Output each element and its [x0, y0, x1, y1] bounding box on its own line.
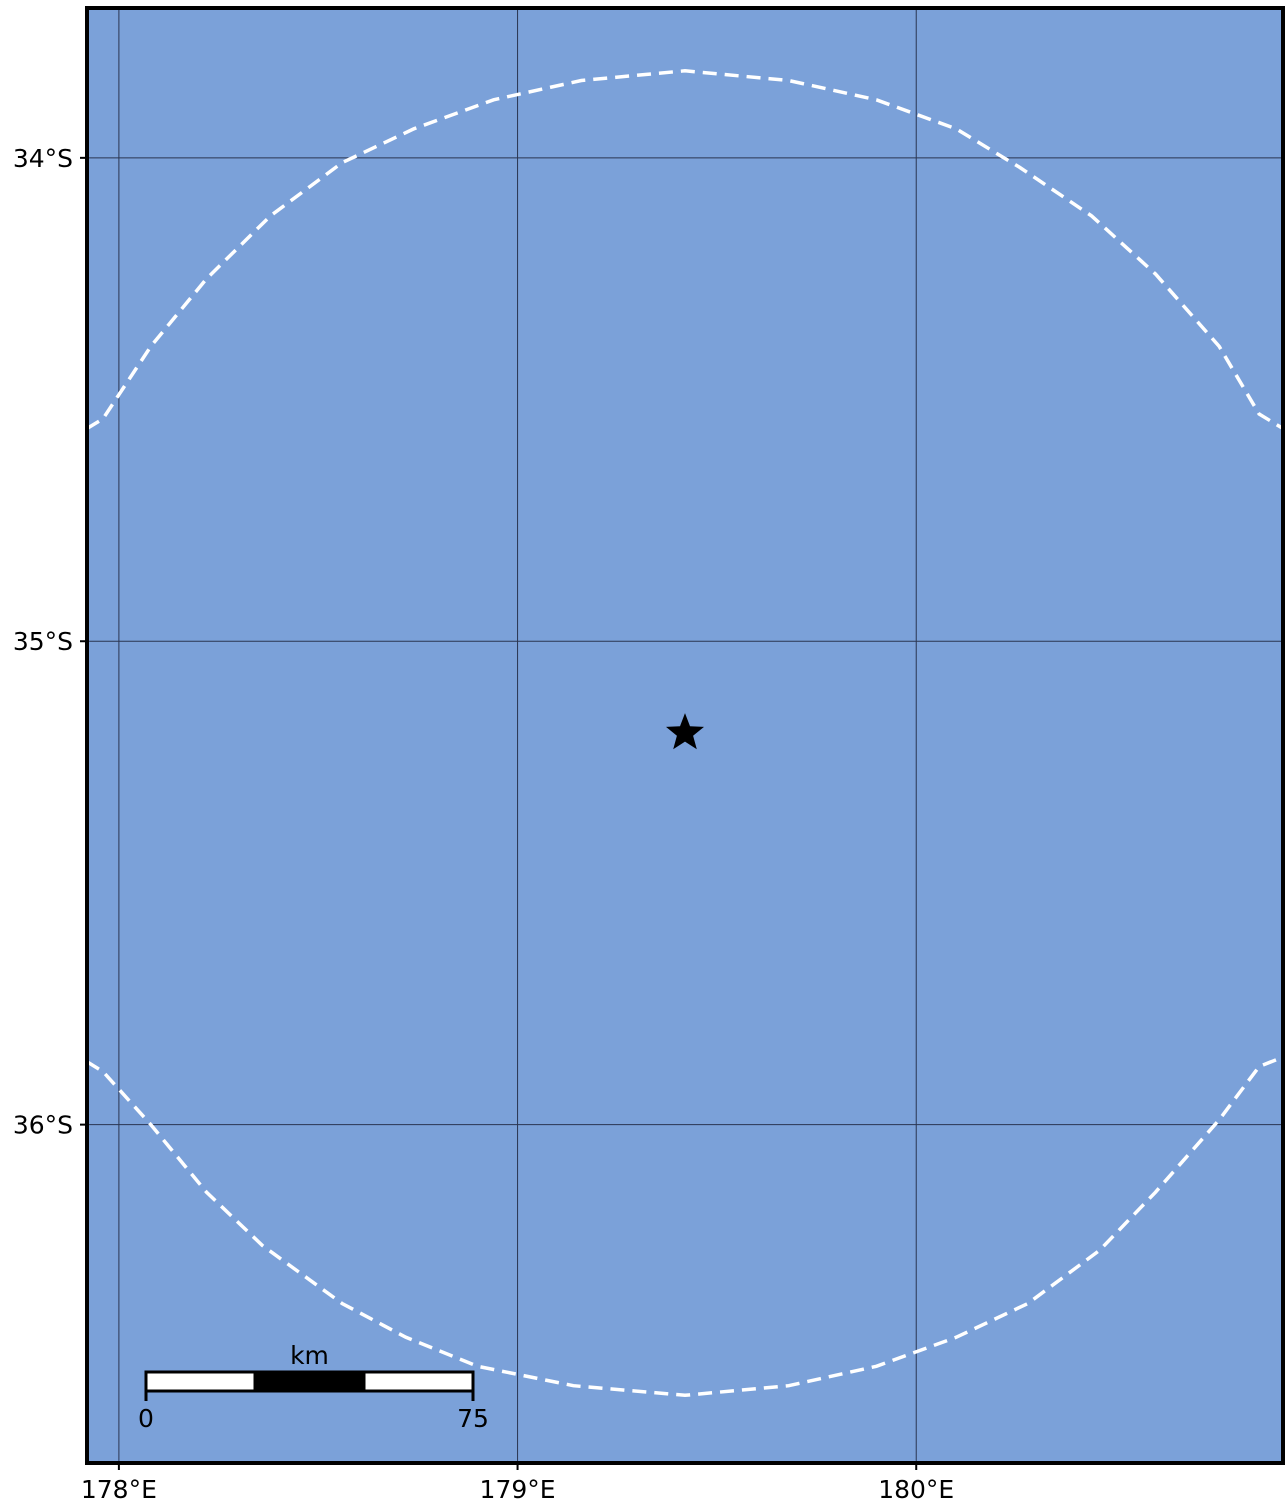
star-icon — [666, 713, 704, 750]
scale-bar-segment — [362, 1370, 475, 1393]
scale-bar-unit-label: km — [290, 1341, 329, 1370]
map-frame — [85, 6, 1285, 1465]
scale-bar-start-label: 0 — [138, 1404, 154, 1433]
lon-tick-label: 179°E — [480, 1475, 556, 1504]
scale-bar-end-label: 75 — [457, 1404, 489, 1433]
epicenter-marker — [666, 713, 704, 750]
lon-tick-label: 178°E — [81, 1475, 157, 1504]
graticule — [87, 8, 1283, 1463]
scale-bar-segment — [253, 1370, 366, 1393]
distance-circle — [86, 69, 1284, 1398]
scale-bar-segment — [144, 1370, 257, 1393]
lat-tick-label: 36°S — [13, 1111, 73, 1140]
scale-bar: km 0 75 — [138, 1341, 489, 1433]
lat-tick-label: 34°S — [13, 144, 73, 173]
circle-arc-lower — [86, 1055, 1284, 1398]
axis-ticks: 178°E 179°E 180°E 34°S 35°S 36°S — [13, 144, 954, 1504]
circle-arc-upper — [86, 69, 1284, 430]
lon-tick-label: 180°E — [878, 1475, 954, 1504]
lat-tick-label: 35°S — [13, 627, 73, 656]
